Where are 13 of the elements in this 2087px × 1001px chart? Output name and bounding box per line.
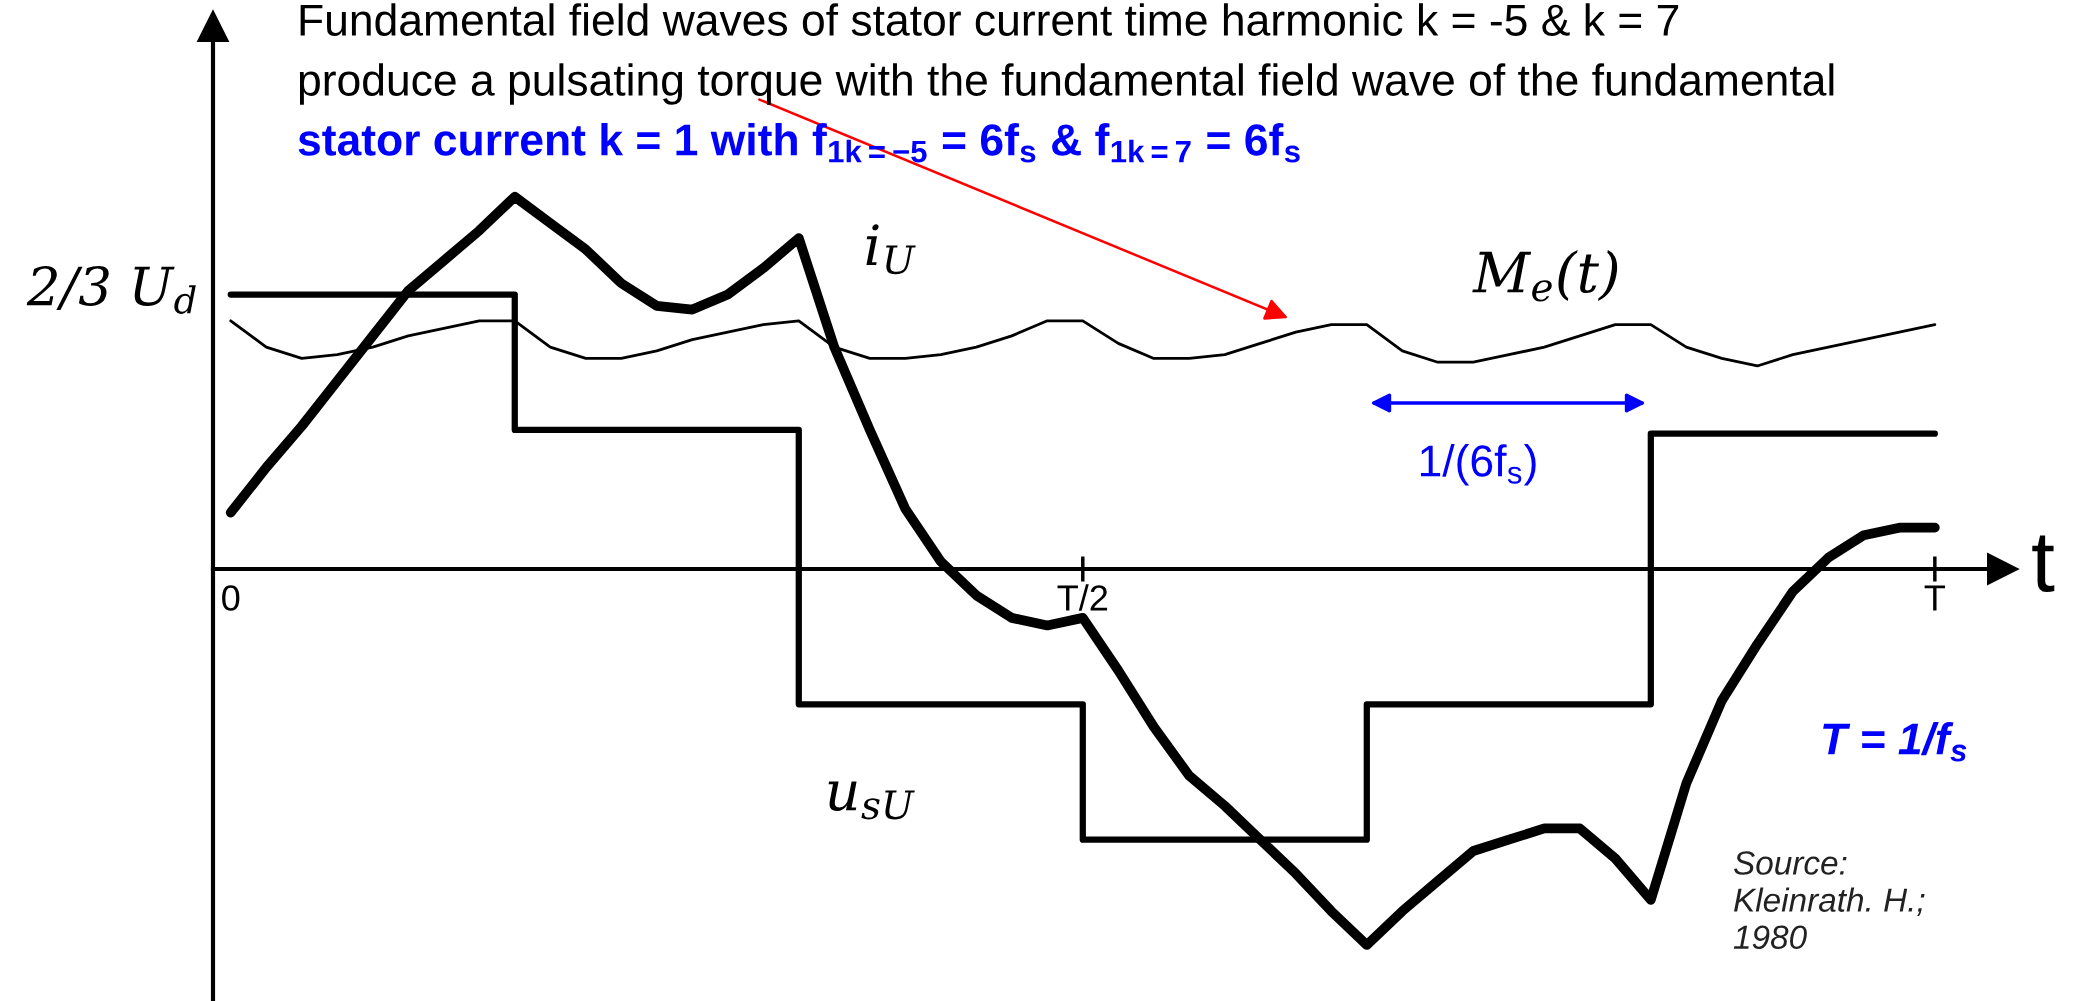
- annotation: 1/(6f$_{s}$): [1420, 444, 1536, 486]
- x-tick-label: T/2: [1057, 584, 1108, 611]
- x-tick-label: 0: [222, 585, 240, 611]
- text: produce a pulsating torque with the fundamental field wave of the fundamental: [299, 63, 1834, 105]
- annotation: T = 1/f$_{s}$: [1823, 722, 1967, 762]
- series-label: u$_{sU}$: [828, 781, 915, 820]
- series-label: i$_{U}$: [866, 224, 916, 275]
- annotation: Source: Kleinrath. H.; 1980: [1733, 851, 1925, 950]
- chart-title: Fundamental field waves of stator current time harmonic k = -5 & k = 7: [300, 3, 1679, 36]
- text: 2/3 U$_{d}$: [26, 265, 196, 314]
- x-axis-title: t: [2032, 535, 2055, 592]
- x-tick-label: T: [1924, 585, 1946, 611]
- series-label: M$_{e}$(t): [1472, 250, 1618, 302]
